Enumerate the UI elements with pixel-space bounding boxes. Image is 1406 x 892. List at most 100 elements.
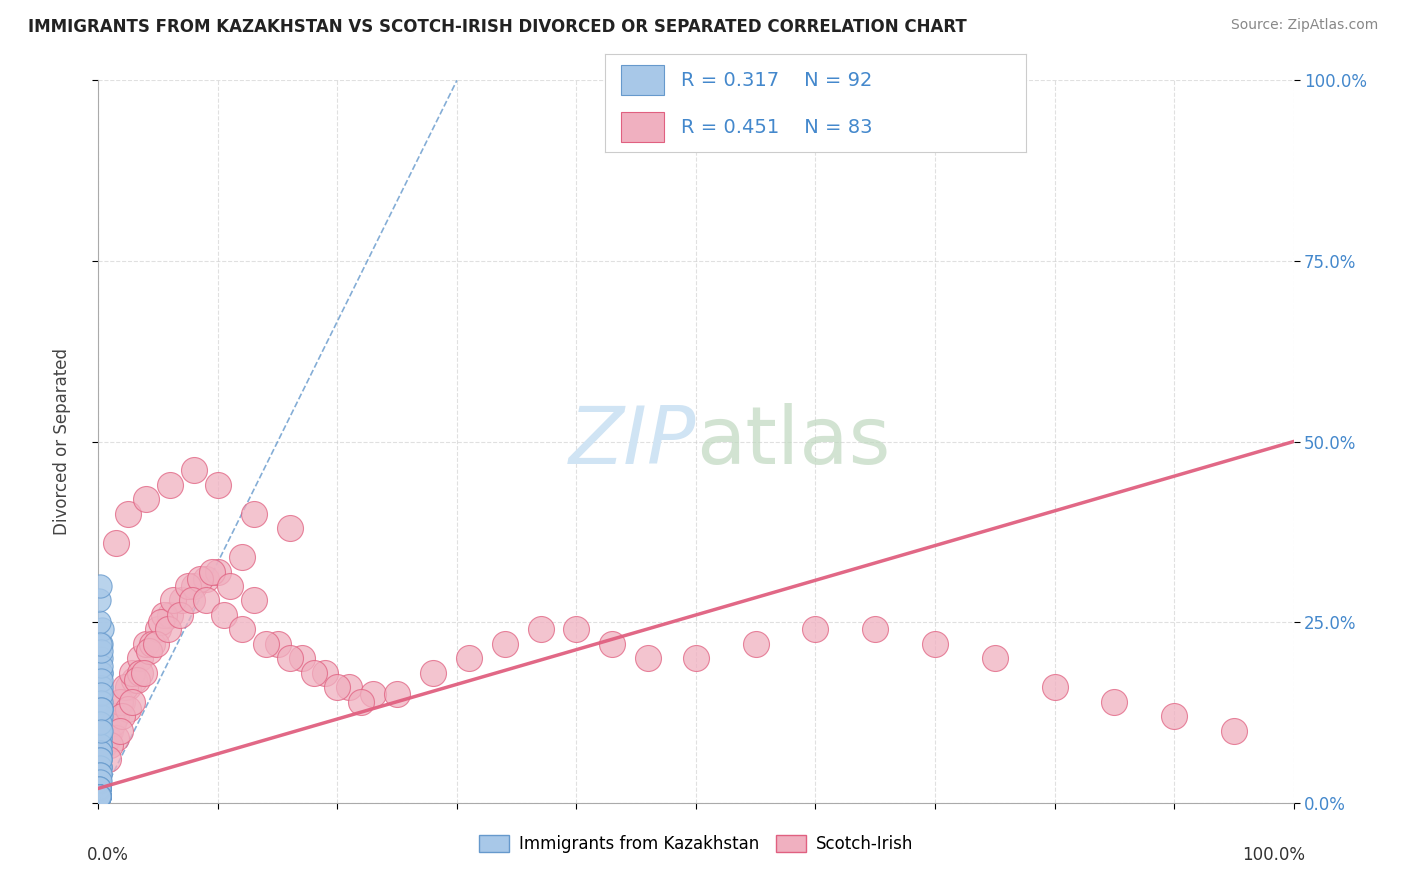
Immigrants from Kazakhstan: [89, 760, 111, 774]
Immigrants from Kazakhstan: [87, 789, 110, 803]
Scotch-Irish: [117, 507, 139, 521]
Immigrants from Kazakhstan: [89, 767, 111, 781]
Scotch-Irish: [339, 680, 361, 694]
Scotch-Irish: [865, 623, 887, 637]
Immigrants from Kazakhstan: [90, 665, 112, 680]
Immigrants from Kazakhstan: [90, 644, 112, 658]
Scotch-Irish: [685, 651, 707, 665]
Immigrants from Kazakhstan: [87, 789, 110, 803]
Immigrants from Kazakhstan: [87, 789, 110, 803]
Immigrants from Kazakhstan: [87, 774, 110, 789]
Scotch-Irish: [254, 637, 277, 651]
Immigrants from Kazakhstan: [90, 702, 112, 716]
Scotch-Irish: [159, 478, 181, 492]
Immigrants from Kazakhstan: [87, 789, 110, 803]
Immigrants from Kazakhstan: [87, 789, 110, 803]
Scotch-Irish: [149, 615, 172, 630]
Immigrants from Kazakhstan: [90, 673, 112, 687]
Text: R = 0.317    N = 92: R = 0.317 N = 92: [681, 70, 872, 89]
Text: IMMIGRANTS FROM KAZAKHSTAN VS SCOTCH-IRISH DIVORCED OR SEPARATED CORRELATION CHA: IMMIGRANTS FROM KAZAKHSTAN VS SCOTCH-IRI…: [28, 18, 967, 36]
Immigrants from Kazakhstan: [87, 789, 110, 803]
Scotch-Irish: [278, 521, 301, 535]
Scotch-Irish: [385, 687, 409, 701]
Scotch-Irish: [177, 579, 200, 593]
Scotch-Irish: [350, 695, 373, 709]
Immigrants from Kazakhstan: [89, 752, 111, 766]
Scotch-Irish: [207, 565, 229, 579]
Immigrants from Kazakhstan: [89, 731, 111, 745]
Scotch-Irish: [105, 731, 128, 745]
Scotch-Irish: [278, 651, 301, 665]
Immigrants from Kazakhstan: [89, 695, 111, 709]
Scotch-Irish: [745, 637, 768, 651]
Scotch-Irish: [637, 651, 659, 665]
Immigrants from Kazakhstan: [87, 781, 110, 796]
Immigrants from Kazakhstan: [89, 709, 111, 723]
Scotch-Irish: [135, 637, 157, 651]
Immigrants from Kazakhstan: [87, 781, 110, 796]
Scotch-Irish: [207, 478, 229, 492]
Scotch-Irish: [121, 695, 143, 709]
Scotch-Irish: [219, 579, 242, 593]
Immigrants from Kazakhstan: [87, 789, 110, 803]
Immigrants from Kazakhstan: [90, 695, 112, 709]
Immigrants from Kazakhstan: [87, 789, 110, 803]
Immigrants from Kazakhstan: [90, 637, 112, 651]
Scotch-Irish: [97, 752, 120, 766]
Immigrants from Kazakhstan: [89, 723, 111, 738]
Immigrants from Kazakhstan: [87, 789, 110, 803]
Scotch-Irish: [153, 607, 176, 622]
Text: atlas: atlas: [696, 402, 890, 481]
Immigrants from Kazakhstan: [87, 738, 110, 752]
Immigrants from Kazakhstan: [89, 723, 111, 738]
Immigrants from Kazakhstan: [89, 760, 111, 774]
Immigrants from Kazakhstan: [87, 789, 110, 803]
Scotch-Irish: [363, 687, 385, 701]
Immigrants from Kazakhstan: [87, 789, 110, 803]
Scotch-Irish: [98, 738, 122, 752]
Scotch-Irish: [183, 579, 205, 593]
Scotch-Irish: [114, 680, 136, 694]
Scotch-Irish: [162, 593, 184, 607]
Immigrants from Kazakhstan: [89, 745, 111, 759]
Text: R = 0.451    N = 83: R = 0.451 N = 83: [681, 118, 872, 136]
Scotch-Irish: [195, 593, 218, 607]
Immigrants from Kazakhstan: [89, 680, 111, 694]
Scotch-Irish: [141, 637, 163, 651]
Scotch-Irish: [212, 607, 235, 622]
Scotch-Irish: [458, 651, 481, 665]
Immigrants from Kazakhstan: [87, 781, 110, 796]
Immigrants from Kazakhstan: [89, 752, 111, 766]
Scotch-Irish: [231, 623, 253, 637]
Scotch-Irish: [117, 680, 139, 694]
Immigrants from Kazakhstan: [87, 789, 110, 803]
Scotch-Irish: [98, 723, 122, 738]
Scotch-Irish: [804, 623, 827, 637]
Scotch-Irish: [1104, 695, 1126, 709]
Y-axis label: Divorced or Separated: Divorced or Separated: [53, 348, 72, 535]
Immigrants from Kazakhstan: [90, 723, 112, 738]
Immigrants from Kazakhstan: [89, 760, 111, 774]
Immigrants from Kazakhstan: [89, 774, 111, 789]
Scotch-Irish: [117, 702, 139, 716]
Immigrants from Kazakhstan: [89, 738, 111, 752]
Scotch-Irish: [422, 665, 444, 680]
Scotch-Irish: [105, 709, 128, 723]
Scotch-Irish: [243, 507, 266, 521]
Scotch-Irish: [124, 673, 146, 687]
Immigrants from Kazakhstan: [87, 593, 110, 607]
Legend: Immigrants from Kazakhstan, Scotch-Irish: Immigrants from Kazakhstan, Scotch-Irish: [472, 828, 920, 860]
Immigrants from Kazakhstan: [87, 789, 110, 803]
Scotch-Irish: [315, 665, 337, 680]
Immigrants from Kazakhstan: [90, 687, 112, 701]
Scotch-Irish: [494, 637, 516, 651]
Scotch-Irish: [148, 623, 170, 637]
Immigrants from Kazakhstan: [87, 789, 110, 803]
Scotch-Irish: [530, 623, 553, 637]
Immigrants from Kazakhstan: [89, 752, 111, 766]
Scotch-Irish: [1163, 709, 1185, 723]
Immigrants from Kazakhstan: [89, 637, 111, 651]
Scotch-Irish: [135, 492, 157, 507]
Immigrants from Kazakhstan: [89, 745, 111, 759]
Immigrants from Kazakhstan: [87, 781, 110, 796]
